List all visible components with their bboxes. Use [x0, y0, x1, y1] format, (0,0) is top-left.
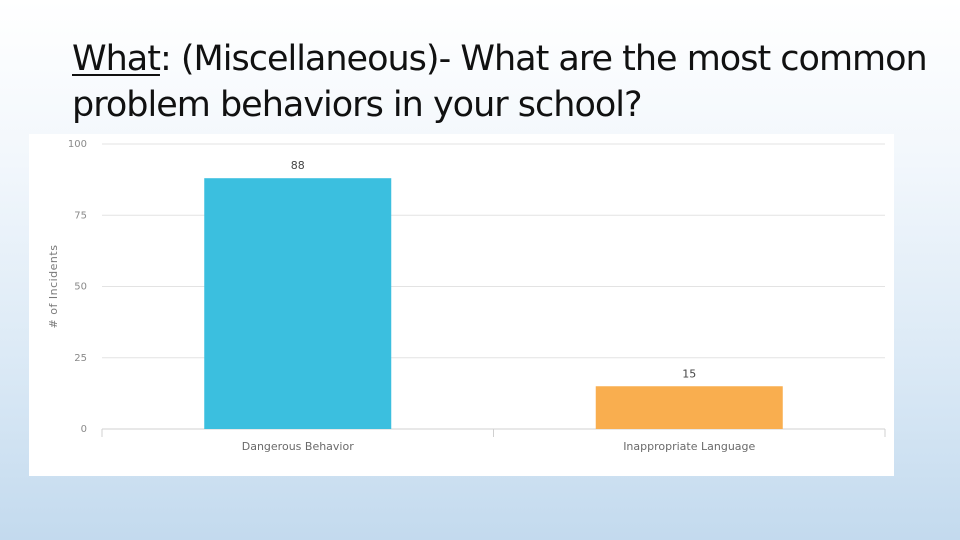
y-tick-label-25: 25: [74, 353, 87, 364]
y-tick-label-50: 50: [74, 282, 87, 293]
title-rest: (Miscellaneous)- What are the most commo…: [72, 39, 928, 125]
bar-2: [595, 386, 783, 429]
y-tick-label-75: 75: [74, 210, 87, 221]
y-tick-label-0: 0: [81, 424, 87, 435]
x-tick-label-1: Dangerous Behavior: [242, 440, 354, 453]
data-label-2: 15: [682, 367, 696, 380]
bar-1: [204, 178, 392, 429]
x-tick-label-2: Inappropriate Language: [623, 440, 755, 453]
slide-title: What: (Miscellaneous)- What are the most…: [72, 36, 932, 128]
data-label-1: 88: [291, 159, 305, 172]
y-axis-label: # of Incidents: [47, 245, 60, 329]
bar-chart: 0 25 50 75 100 88 Dangerous Behavior 15 Inapprop…: [47, 139, 886, 453]
y-tick-label-100: 100: [68, 139, 87, 150]
title-colon: :: [159, 39, 181, 79]
title-prefix: What: [72, 39, 161, 79]
chart-panel: 0 25 50 75 100 88 Dangerous Behavior 15 Inapprop…: [29, 134, 894, 476]
